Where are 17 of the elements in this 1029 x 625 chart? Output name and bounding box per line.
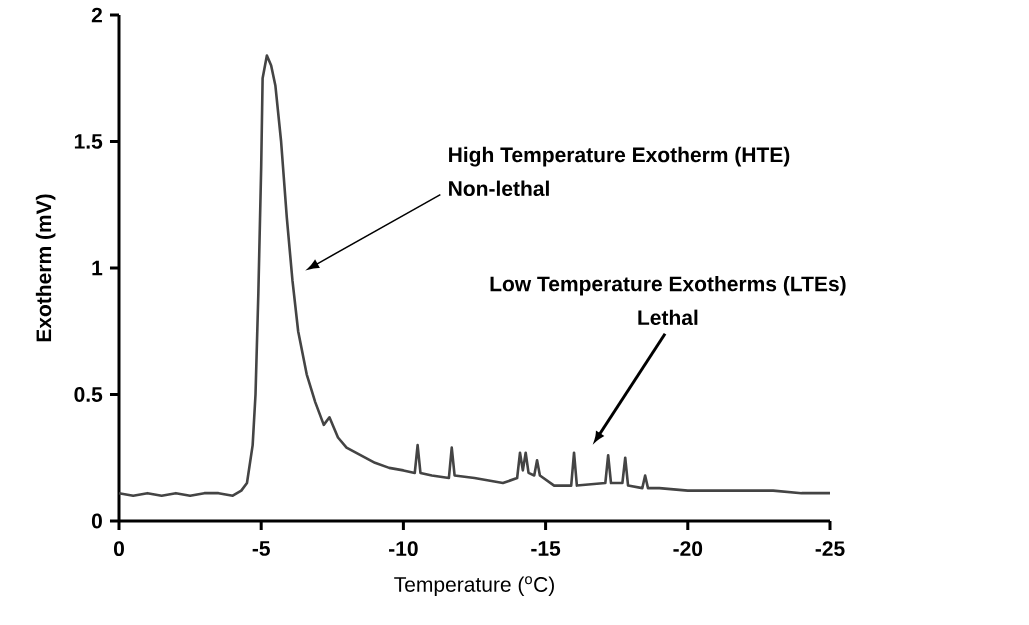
x-axis-title: Temperature ($^{o}$C) — [394, 576, 554, 597]
x-tick-label: -25 — [815, 541, 845, 557]
y-axis-title: Exotherm (mV) — [35, 194, 56, 342]
x-tick-label: 0 — [113, 541, 124, 557]
y-tick-label: 1 — [92, 260, 103, 276]
annotation: High Temperature Exotherm (HTE) — [449, 146, 790, 167]
y-tick-label: 0 — [91, 513, 102, 529]
y-tick-label: 2 — [91, 7, 102, 23]
annotation: Non-lethal — [449, 180, 549, 197]
x-tick-label: -5 — [252, 541, 270, 556]
y-tick-label: 0.5 — [74, 387, 103, 402]
y-tick-label: 1.5 — [74, 134, 103, 149]
annotation: Low Temperature Exotherms (LTEs) — [490, 275, 846, 296]
x-tick-label: -15 — [531, 541, 561, 556]
annotation: Lethal — [638, 309, 698, 326]
x-tick-label: -10 — [389, 541, 418, 557]
x-tick-label: -20 — [673, 541, 703, 557]
